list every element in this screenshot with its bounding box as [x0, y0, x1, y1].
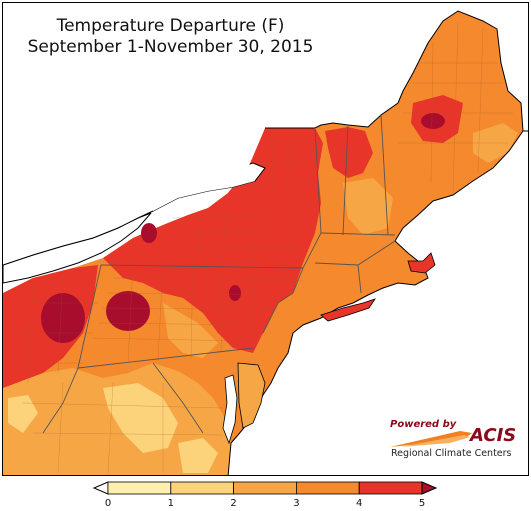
legend-bin-3-4 [295, 481, 360, 495]
chesapeake-bay [222, 374, 238, 445]
legend-tick-label: 0 [104, 498, 112, 509]
legend-bin-above-5 [421, 481, 438, 495]
swoosh-icon [390, 431, 472, 447]
zone-2-3-nh [343, 178, 393, 235]
zone-gt5-maine [421, 113, 445, 129]
county-borders [8, 22, 513, 474]
zone-2-3-pa [163, 303, 218, 358]
canada-water [3, 3, 528, 265]
legend-bar [92, 481, 438, 495]
zone-1-2-md [178, 438, 218, 473]
legend-bin-4-5 [358, 481, 423, 495]
temperature-departure-map [3, 3, 528, 475]
legend-bin-1-2 [170, 481, 235, 495]
legend-bin-below-0 [92, 481, 109, 495]
legend-bin-2-3 [233, 481, 297, 495]
map-panel: Temperature Departure (F) September 1-No… [2, 2, 529, 476]
map-title: Temperature Departure (F) [56, 16, 285, 36]
legend-tick-label: 1 [167, 498, 174, 509]
powered-by-text: Powered by [390, 419, 457, 430]
acis-name: ACIS [470, 425, 517, 446]
legend-tick-label: 5 [418, 498, 426, 509]
legend-colorbar: 0 1 2 3 4 5 [92, 479, 438, 511]
delmarva [237, 362, 266, 429]
zone-4-5-ny [103, 128, 323, 353]
rcc-text: Regional Climate Centers [391, 448, 512, 459]
state-borders [42, 114, 396, 434]
legend-tick-label: 2 [230, 498, 237, 509]
zone-gt5-ohio [41, 293, 85, 343]
legend-tick-label: 3 [293, 498, 300, 509]
zone-gt5-pa-west [106, 291, 150, 331]
zone-gt5-ny [141, 223, 157, 243]
zone-1-2-va [8, 395, 38, 433]
legend-tick-label: 4 [356, 498, 363, 509]
zone-4-5-vt [325, 127, 373, 178]
atlantic-ocean [227, 130, 528, 475]
long-island [320, 298, 376, 322]
zone-1-2-wv [103, 383, 178, 453]
map-subtitle: September 1-November 30, 2015 [27, 37, 314, 57]
acis-logo: Powered by ACIS Regional Climate Centers [388, 419, 518, 461]
zone-gt5-pa [229, 285, 241, 301]
cape-cod [407, 252, 436, 274]
coastline-north [3, 10, 524, 266]
legend-bin-0-1 [107, 481, 172, 495]
